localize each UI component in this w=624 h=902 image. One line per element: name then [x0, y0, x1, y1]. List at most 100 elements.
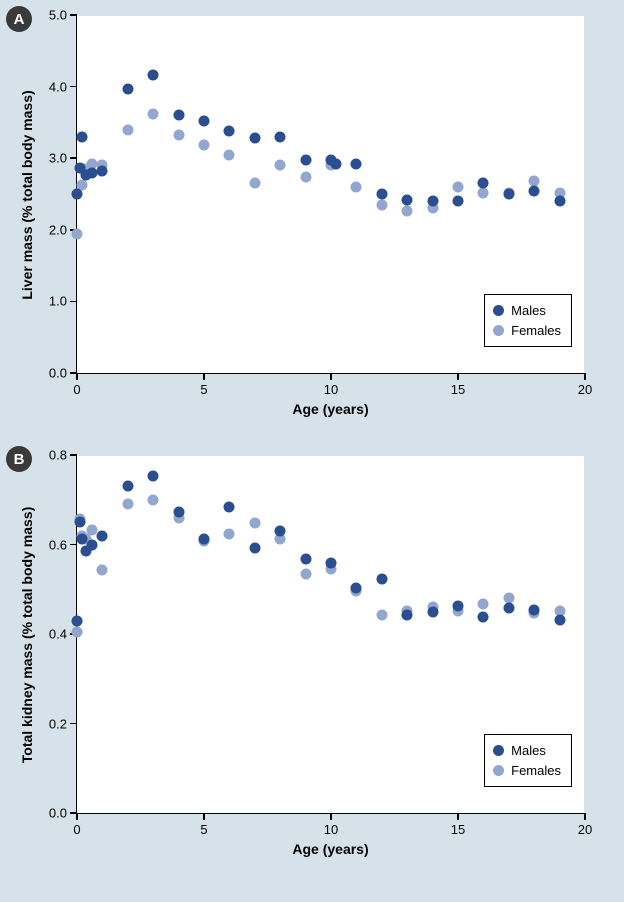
x-tick-label: 15	[451, 813, 465, 837]
legend-item: Males	[493, 741, 561, 761]
x-tick-label: 20	[578, 813, 592, 837]
x-tick-label: 0	[73, 373, 80, 397]
data-point	[529, 604, 540, 615]
data-point	[97, 166, 108, 177]
data-point	[376, 574, 387, 585]
data-point	[275, 160, 286, 171]
plot-area: 0.01.02.03.04.05.005101520Liver mass (% …	[76, 16, 584, 374]
data-point	[402, 610, 413, 621]
data-point	[249, 518, 260, 529]
legend-item: Males	[493, 301, 561, 321]
legend-label: Males	[511, 301, 546, 321]
data-point	[351, 158, 362, 169]
y-tick-label: 1.0	[49, 294, 77, 309]
x-tick-label: 10	[324, 373, 338, 397]
data-point	[173, 110, 184, 121]
data-point	[478, 612, 489, 623]
y-axis-title: Total kidney mass (% total body mass)	[19, 506, 35, 762]
data-point	[376, 610, 387, 621]
data-point	[97, 564, 108, 575]
data-point	[427, 606, 438, 617]
data-point	[72, 627, 83, 638]
x-tick-label: 5	[200, 813, 207, 837]
data-point	[199, 140, 210, 151]
data-point	[122, 124, 133, 135]
data-point	[478, 177, 489, 188]
plot-area: 0.00.20.40.60.805101520Total kidney mass…	[76, 456, 584, 814]
data-point	[300, 171, 311, 182]
data-point	[72, 189, 83, 200]
y-tick-label: 0.2	[49, 716, 77, 731]
data-point	[199, 115, 210, 126]
y-tick-label: 0.8	[49, 448, 77, 463]
data-point	[453, 181, 464, 192]
data-point	[74, 517, 85, 528]
data-point	[122, 499, 133, 510]
data-point	[249, 133, 260, 144]
data-point	[402, 206, 413, 217]
data-point	[173, 130, 184, 141]
x-tick-label: 5	[200, 373, 207, 397]
legend: MalesFemales	[484, 734, 572, 787]
data-point	[300, 569, 311, 580]
data-point	[249, 177, 260, 188]
data-point	[224, 528, 235, 539]
data-point	[77, 131, 88, 142]
data-point	[554, 196, 565, 207]
data-point	[503, 189, 514, 200]
data-point	[97, 530, 108, 541]
legend: MalesFemales	[484, 294, 572, 347]
data-point	[87, 540, 98, 551]
data-point	[478, 187, 489, 198]
data-point	[148, 108, 159, 119]
x-tick-label: 10	[324, 813, 338, 837]
data-point	[351, 583, 362, 594]
x-axis-title: Age (years)	[292, 841, 368, 857]
legend-label: Males	[511, 741, 546, 761]
data-point	[173, 507, 184, 518]
data-point	[453, 601, 464, 612]
data-point	[300, 553, 311, 564]
x-axis-title: Age (years)	[292, 401, 368, 417]
legend-marker-icon	[493, 765, 504, 776]
legend-marker-icon	[493, 745, 504, 756]
legend-label: Females	[511, 761, 561, 781]
legend-marker-icon	[493, 305, 504, 316]
data-point	[453, 196, 464, 207]
data-point	[529, 186, 540, 197]
y-tick-label: 3.0	[49, 151, 77, 166]
panel-b: B0.00.20.40.60.805101520Total kidney mas…	[0, 440, 624, 880]
legend-item: Females	[493, 321, 561, 341]
data-point	[148, 70, 159, 81]
data-point	[300, 154, 311, 165]
data-point	[351, 181, 362, 192]
data-point	[554, 614, 565, 625]
x-tick-label: 20	[578, 373, 592, 397]
figure-root: A 0.01.02.03.04.05.005101520Liver mass (%…	[0, 0, 624, 880]
data-point	[224, 501, 235, 512]
data-point	[427, 196, 438, 207]
data-point	[326, 558, 337, 569]
data-point	[224, 126, 235, 137]
data-point	[72, 615, 83, 626]
y-tick-label: 5.0	[49, 8, 77, 23]
x-tick-label: 15	[451, 373, 465, 397]
data-point	[148, 471, 159, 482]
data-point	[122, 481, 133, 492]
data-point	[199, 534, 210, 545]
data-point	[478, 598, 489, 609]
plot-wrap: 0.01.02.03.04.05.005101520Liver mass (% …	[76, 16, 606, 374]
data-point	[376, 199, 387, 210]
panel-badge: A	[6, 6, 32, 32]
data-point	[224, 150, 235, 161]
data-point	[402, 194, 413, 205]
panel-a: A 0.01.02.03.04.05.005101520Liver mass (%…	[0, 0, 624, 440]
x-tick-label: 0	[73, 813, 80, 837]
data-point	[275, 131, 286, 142]
y-tick-label: 4.0	[49, 79, 77, 94]
plot-wrap: 0.00.20.40.60.805101520Total kidney mass…	[76, 456, 606, 814]
legend-item: Females	[493, 761, 561, 781]
data-point	[249, 543, 260, 554]
data-point	[122, 84, 133, 95]
data-point	[72, 229, 83, 240]
